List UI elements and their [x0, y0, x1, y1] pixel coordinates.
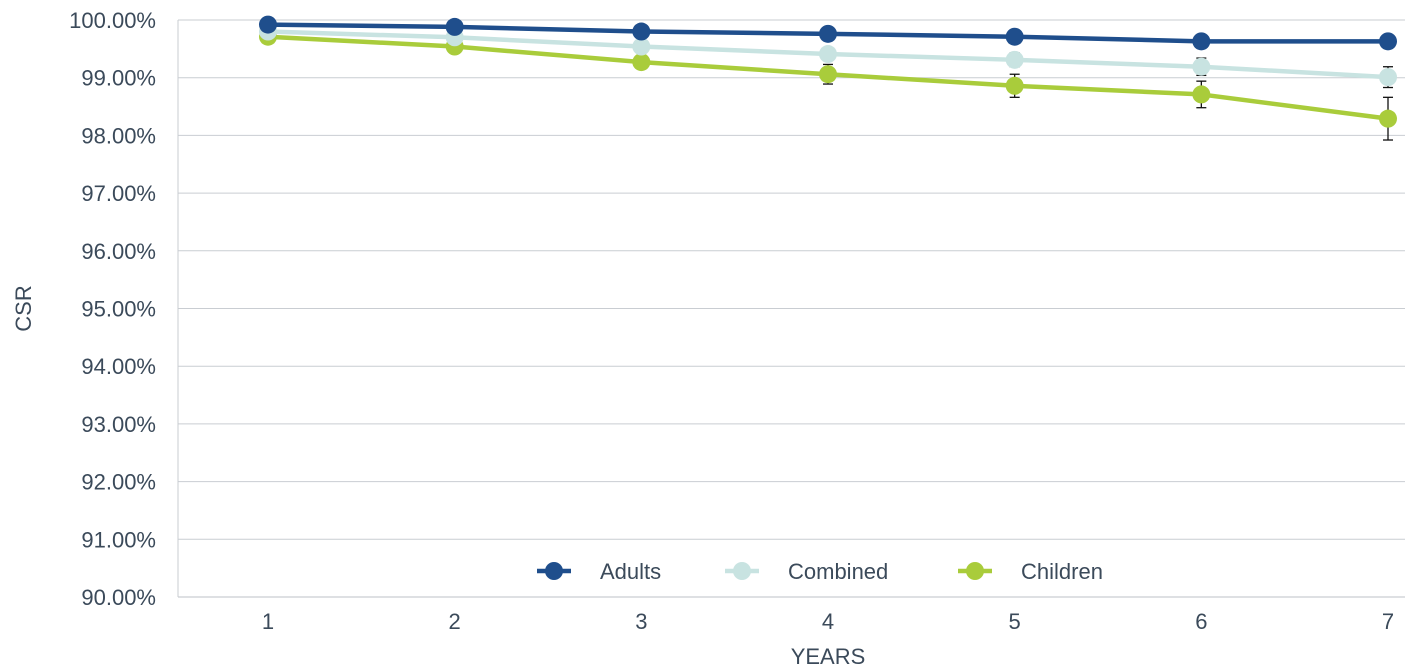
children-data-point — [1005, 76, 1024, 95]
children-data-point — [632, 53, 651, 72]
x-axis-title: YEARS — [791, 644, 866, 669]
combined-data-point — [819, 45, 837, 64]
x-tick-label: 6 — [1195, 609, 1207, 634]
y-tick-label: 93.00% — [81, 412, 156, 437]
legend-swatch-marker — [545, 562, 563, 580]
x-tick-label: 7 — [1382, 609, 1394, 634]
legend-swatch-marker — [966, 562, 984, 580]
gridlines — [178, 19, 1405, 540]
y-tick-labels: 90.00% 91.00% 92.00% 93.00% 94.00% 95.00% 96.0… — [69, 8, 156, 610]
combined-data-point — [1379, 68, 1397, 87]
adults-data-point — [632, 22, 651, 41]
adults-data-point — [1005, 27, 1024, 46]
x-tick-labels: 1 2 3 4 5 6 7 — [262, 609, 1394, 634]
y-tick-label: 95.00% — [81, 297, 156, 322]
legend-label: Combined — [788, 559, 888, 584]
legend-swatch-marker — [733, 562, 751, 580]
x-tick-label: 2 — [449, 609, 461, 634]
children-data-point — [1192, 85, 1211, 104]
legend-item-adults: Adults — [537, 559, 661, 584]
x-tick-label: 5 — [1009, 609, 1021, 634]
adults-data-point — [445, 17, 464, 36]
y-tick-label: 100.00% — [69, 8, 156, 33]
legend-item-children: Children — [958, 559, 1103, 584]
adults-data-point — [1379, 32, 1397, 51]
x-tick-label: 4 — [822, 609, 834, 634]
children-data-point — [819, 65, 837, 84]
y-tick-label: 96.00% — [81, 239, 156, 264]
x-tick-label: 3 — [635, 609, 647, 634]
legend: Adults Combined Children — [537, 559, 1103, 584]
data-points — [259, 15, 1397, 128]
y-tick-label: 97.00% — [81, 181, 156, 206]
adults-data-point — [819, 24, 837, 43]
combined-data-point — [632, 37, 651, 56]
y-tick-label: 90.00% — [81, 585, 156, 610]
adults-data-point — [1192, 32, 1211, 51]
combined-data-point — [1005, 50, 1024, 69]
y-tick-label: 98.00% — [81, 123, 156, 148]
x-tick-label: 1 — [262, 609, 274, 634]
legend-label: Adults — [600, 559, 661, 584]
y-tick-label: 92.00% — [81, 470, 156, 495]
y-tick-label: 99.00% — [81, 66, 156, 91]
adults-data-point — [259, 15, 277, 34]
legend-item-combined: Combined — [725, 559, 888, 584]
y-axis-title: CSR — [11, 285, 36, 331]
combined-data-point — [1192, 57, 1211, 76]
children-data-point — [1379, 109, 1397, 128]
y-tick-label: 91.00% — [81, 527, 156, 552]
y-tick-label: 94.00% — [81, 354, 156, 379]
axes — [177, 20, 1405, 598]
legend-label: Children — [1021, 559, 1103, 584]
